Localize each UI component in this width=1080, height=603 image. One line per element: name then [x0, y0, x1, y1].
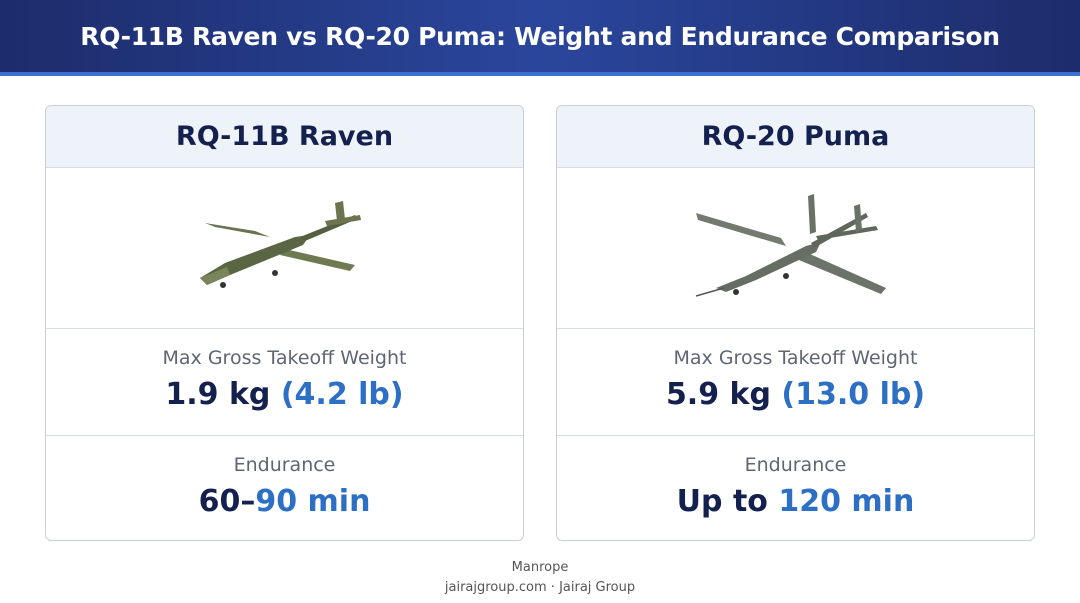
drone-illustration [199, 201, 361, 288]
footer-company: Jairaj Group [559, 580, 636, 595]
endurance-end: 120 min [778, 484, 915, 519]
weight-imperial: (4.2 lb) [280, 377, 404, 412]
weight-value: 5.9 kg (13.0 lb) [557, 377, 1034, 412]
footer-credit: jairajgroup.com · Jairaj Group [0, 578, 1080, 598]
header: RQ-11B Raven vs RQ-20 Puma: Weight and E… [0, 0, 1080, 76]
endurance-label: Endurance [233, 454, 336, 476]
footer-separator: · [550, 580, 555, 595]
endurance-start: Up to [676, 484, 768, 519]
weight-section: Max Gross Takeoff Weight 1.9 kg (4.2 lb) [46, 329, 523, 435]
drone-illustration [695, 194, 886, 297]
title: RQ-11B Raven vs RQ-20 Puma: Weight and E… [80, 21, 1000, 51]
footer-font: Manrope [511, 560, 569, 575]
endurance-label: Endurance [744, 454, 847, 476]
footer: Manrope jairajgroup.com · Jairaj Group [0, 558, 1080, 598]
footer-site: jairajgroup.com [444, 580, 547, 595]
weight-label: Max Gross Takeoff Weight [673, 347, 918, 369]
drone-image [557, 168, 1034, 329]
endurance-section: Endurance 60–90 min [46, 435, 523, 540]
drone-image [46, 168, 523, 329]
endurance-value: 60–90 min [46, 484, 523, 519]
endurance-section: Endurance Up to 120 min [557, 435, 1034, 540]
weight-value: 1.9 kg (4.2 lb) [46, 377, 523, 412]
card: RQ-11B Raven Max Gross Takeoff Weight 1.… [45, 105, 524, 541]
weight-metric: 1.9 kg [165, 377, 271, 412]
weight-label: Max Gross Takeoff Weight [162, 347, 407, 369]
weight-metric: 5.9 kg [665, 377, 771, 412]
endurance-value: Up to 120 min [557, 484, 1034, 519]
card: RQ-20 Puma Max Gross Takeoff Weight 5.9 … [556, 105, 1035, 541]
endurance-end: 90 min [255, 484, 371, 519]
weight-imperial: (13.0 lb) [781, 377, 926, 412]
card-name: RQ-20 Puma [557, 106, 1034, 168]
endurance-start: 60– [198, 484, 256, 519]
card-name: RQ-11B Raven [46, 106, 523, 168]
weight-section: Max Gross Takeoff Weight 5.9 kg (13.0 lb… [557, 329, 1034, 435]
